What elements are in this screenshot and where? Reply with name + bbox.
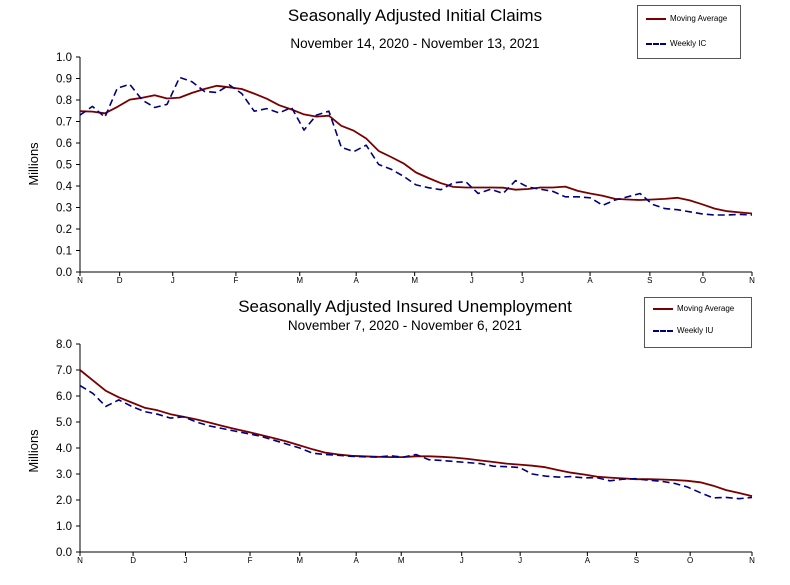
x-tick-label: M (411, 276, 418, 285)
x-tick-label: N (77, 556, 83, 565)
x-tick-label: J (460, 556, 464, 565)
x-tick-label: N (749, 556, 755, 565)
x-tick-label: J (520, 276, 524, 285)
chart1-legend: Moving Average Weekly IC (637, 5, 741, 59)
chart2-title: Seasonally Adjusted Insured Unemployment (238, 297, 572, 316)
x-tick-label: M (296, 556, 303, 565)
y-tick-label: 0.5 (56, 160, 72, 172)
x-tick-label: S (647, 276, 652, 285)
chart2-subtitle: November 7, 2020 - November 6, 2021 (287, 318, 523, 333)
y-tick-label: 0.7 (56, 117, 72, 129)
legend-label: Moving Average (670, 14, 728, 23)
y-tick-label: 2.0 (56, 495, 72, 507)
series-line-weekly-iu (79, 384, 753, 500)
x-tick-label: F (248, 556, 253, 565)
y-tick-label: 0.9 (56, 74, 72, 86)
y-tick-label: 0.8 (56, 95, 72, 107)
x-tick-label: A (585, 556, 591, 565)
legend-label: Moving Average (677, 304, 735, 313)
x-tick-label: A (354, 276, 360, 285)
series-line-moving-average (79, 84, 753, 215)
legend-swatch-solid (646, 17, 666, 20)
y-tick-label: 7.0 (56, 365, 72, 377)
y-tick-label: 0.1 (56, 246, 72, 258)
y-tick-label: 4.0 (56, 443, 72, 455)
y-tick-label: 8.0 (56, 339, 72, 351)
chart-2: 0.0 1.0 2.0 3.0 4.0 5.0 6.0 7.0 8.0 N D J F M A M J J A S O N… (26, 339, 755, 565)
legend-label: Weekly IC (670, 39, 707, 48)
y-tick-label: 0.0 (56, 267, 72, 279)
x-tick-label: S (634, 556, 639, 565)
series-line-moving-average (79, 369, 753, 497)
y-tick-label: 1.0 (56, 52, 72, 64)
legend-swatch-dashed (646, 42, 666, 45)
x-tick-label: D (130, 556, 136, 565)
y-tick-label: 6.0 (56, 391, 72, 403)
chart1-title: Seasonally Adjusted Initial Claims (287, 6, 543, 25)
chart2-legend: Moving Average Weekly IU (644, 297, 752, 348)
x-tick-label: J (171, 276, 175, 285)
legend-swatch-solid (653, 307, 673, 310)
y-tick-label: 0.2 (56, 224, 72, 236)
y-tick-label: 5.0 (56, 417, 72, 429)
y-tick-label: 3.0 (56, 469, 72, 481)
legend-item-weekly-ic: Weekly IC (646, 39, 706, 48)
legend-item-moving-average: Moving Average (653, 304, 734, 313)
x-tick-label: F (233, 276, 238, 285)
y-tick-label: 1.0 (56, 521, 72, 533)
x-tick-label: O (700, 276, 706, 285)
x-tick-label: A (354, 556, 360, 565)
series-line-weekly-ic (79, 76, 753, 216)
x-tick-label: A (587, 276, 593, 285)
chart-1: 0.0 0.1 0.2 0.3 0.4 0.5 0.6 0.7 0.8 0.9 1.0 N D J F M A M… (26, 52, 755, 285)
x-tick-label: O (687, 556, 693, 565)
legend-item-weekly-iu: Weekly IU (653, 326, 713, 335)
legend-swatch-dashed (653, 329, 673, 332)
x-tick-label: J (518, 556, 522, 565)
y-tick-label: 0.4 (56, 181, 73, 193)
legend-label: Weekly IU (677, 326, 714, 335)
x-tick-label: M (398, 556, 405, 565)
legend-item-moving-average: Moving Average (646, 14, 727, 23)
y-tick-label: 0.3 (56, 203, 72, 215)
x-tick-label: D (117, 276, 123, 285)
y-tick-label: 0.0 (56, 547, 72, 559)
y-tick-label: 0.6 (56, 138, 72, 150)
x-tick-label: J (184, 556, 188, 565)
x-tick-label: J (470, 276, 474, 285)
x-tick-label: M (296, 276, 303, 285)
y-axis-label: Millions (26, 142, 41, 186)
x-tick-label: N (77, 276, 83, 285)
x-tick-label: N (749, 276, 755, 285)
chart1-subtitle: November 14, 2020 - November 13, 2021 (290, 36, 540, 51)
y-axis-label: Millions (26, 429, 41, 473)
